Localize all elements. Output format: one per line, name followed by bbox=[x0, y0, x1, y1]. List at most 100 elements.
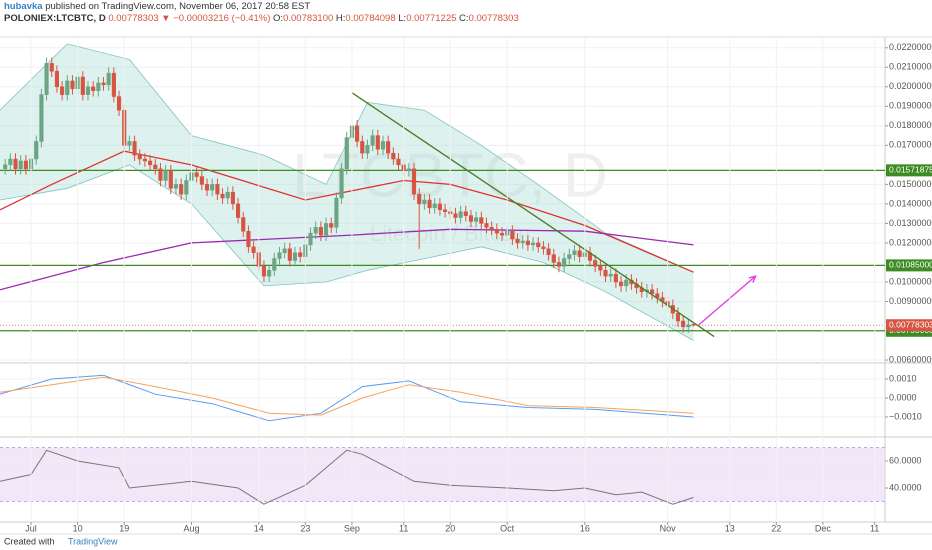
candle-body bbox=[380, 141, 386, 150]
candle-body bbox=[241, 217, 246, 232]
published: published on TradingView.com, November 0… bbox=[45, 1, 311, 12]
candle-body bbox=[246, 230, 251, 248]
price-badge-label: 0.01571875 bbox=[889, 165, 932, 175]
candle-body bbox=[546, 248, 551, 255]
candle-body bbox=[334, 197, 339, 228]
candle-body bbox=[686, 324, 691, 328]
x-tick-label: 19 bbox=[119, 523, 129, 533]
x-tick-label: 10 bbox=[73, 523, 83, 533]
footer-brand[interactable]: TradingView bbox=[68, 536, 118, 546]
candle-body bbox=[323, 223, 329, 236]
x-tick-label: Sep bbox=[344, 523, 360, 533]
candle-body bbox=[70, 80, 75, 89]
c-label: C: bbox=[459, 13, 469, 24]
candle-body bbox=[163, 170, 168, 181]
price-badge-label: 0.01085000 bbox=[889, 260, 932, 270]
candle-body bbox=[184, 180, 189, 195]
candle-body bbox=[199, 176, 204, 185]
candle-body bbox=[474, 217, 479, 222]
candle-body bbox=[458, 211, 463, 218]
candle-body bbox=[463, 211, 468, 216]
high: 0.00784098 bbox=[345, 13, 396, 24]
x-tick-label: 11 bbox=[870, 523, 879, 533]
candle-body bbox=[551, 254, 556, 263]
candle-body bbox=[681, 320, 686, 328]
candle-body bbox=[562, 258, 567, 267]
x-tick-label: Nov bbox=[660, 523, 677, 533]
candle-body bbox=[39, 94, 44, 142]
change: ▼ −0.00003216 (−0.41%) bbox=[161, 13, 271, 24]
candle-body bbox=[396, 158, 401, 166]
y-tick-label: 0.01500000 bbox=[889, 179, 932, 189]
candle-body bbox=[127, 141, 132, 146]
candle-body bbox=[168, 170, 173, 189]
y-tick-label: 0.01300000 bbox=[889, 218, 932, 228]
candle-body bbox=[287, 248, 292, 261]
x-tick-label: 14 bbox=[254, 523, 264, 533]
candle-body bbox=[406, 168, 411, 171]
candle-body bbox=[85, 86, 91, 95]
x-tick-label: Aug bbox=[183, 523, 199, 533]
candle-body bbox=[577, 250, 582, 257]
candle-body bbox=[344, 137, 349, 170]
close: 0.00778303 bbox=[468, 13, 519, 24]
x-tick-label: 16 bbox=[580, 523, 590, 533]
candle-body bbox=[49, 63, 54, 72]
candle-body bbox=[329, 223, 334, 228]
candle-body bbox=[453, 213, 458, 218]
candle-body bbox=[437, 203, 442, 211]
candle-body bbox=[624, 279, 629, 287]
x-tick-label: 13 bbox=[725, 523, 735, 533]
candle-body bbox=[536, 242, 541, 248]
candle-body bbox=[556, 262, 562, 267]
y-tick-label: 60.0000 bbox=[889, 455, 922, 465]
candle-body bbox=[375, 135, 380, 150]
y-tick-label: 0.01700000 bbox=[889, 140, 932, 150]
x-tick-label: 11 bbox=[399, 523, 408, 533]
header-line: POLONIEX:LTCBTC, D 0.00778303 ▼ −0.00003… bbox=[4, 13, 519, 25]
author[interactable]: hubavka bbox=[4, 1, 43, 12]
candle-body bbox=[153, 164, 158, 170]
indicator-line bbox=[0, 374, 694, 422]
candle-body bbox=[220, 193, 225, 199]
candle-body bbox=[443, 209, 448, 212]
candle-body bbox=[603, 270, 608, 277]
candle-body bbox=[96, 82, 101, 91]
candle-body bbox=[3, 164, 8, 170]
y-tick-label: 0.02200000 bbox=[889, 42, 932, 52]
candle-body bbox=[230, 191, 235, 205]
candle-body bbox=[80, 76, 85, 95]
y-tick-label: 0.01000000 bbox=[889, 276, 932, 286]
candle-body bbox=[194, 172, 199, 177]
candle-body bbox=[210, 184, 215, 191]
candle-body bbox=[23, 160, 28, 170]
candle-body bbox=[204, 184, 210, 191]
candle-body bbox=[499, 232, 505, 236]
candle-body bbox=[65, 80, 70, 95]
candle-body bbox=[308, 232, 313, 246]
candle-body bbox=[313, 227, 318, 234]
candle-body bbox=[13, 158, 18, 170]
candle-body bbox=[650, 289, 655, 294]
candle-body bbox=[427, 199, 432, 209]
o-label: O: bbox=[273, 13, 284, 24]
candle-body bbox=[525, 240, 530, 246]
price-badge bbox=[886, 164, 932, 177]
candle-body bbox=[34, 141, 39, 160]
candle-body bbox=[479, 217, 484, 224]
candle-body bbox=[318, 227, 323, 236]
low: 0.00771225 bbox=[406, 13, 457, 24]
candle-body bbox=[572, 250, 577, 255]
candle-body bbox=[18, 160, 23, 170]
y-tick-label: 0.00600000 bbox=[889, 354, 932, 364]
y-tick-label: 40.0000 bbox=[889, 482, 922, 492]
candle-body bbox=[215, 184, 220, 195]
y-tick-label: 0.02000000 bbox=[889, 81, 932, 91]
candle-body bbox=[60, 86, 65, 95]
price-badge bbox=[886, 319, 932, 332]
candle-body bbox=[541, 246, 546, 250]
candle-body bbox=[386, 141, 391, 154]
candle-body bbox=[236, 203, 241, 218]
candle-body bbox=[251, 246, 256, 253]
